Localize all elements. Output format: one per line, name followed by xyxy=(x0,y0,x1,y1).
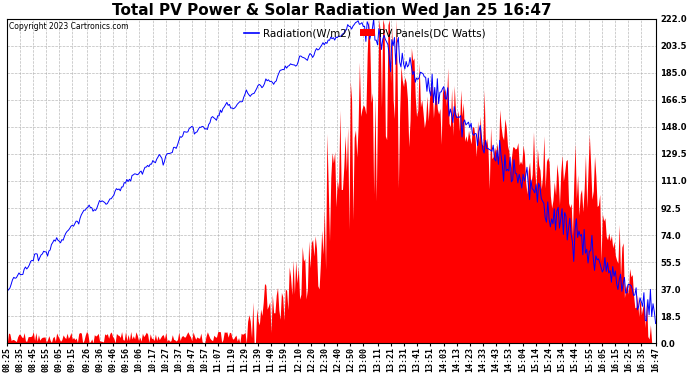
Legend: Radiation(W/m2), PV Panels(DC Watts): Radiation(W/m2), PV Panels(DC Watts) xyxy=(239,24,490,42)
Title: Total PV Power & Solar Radiation Wed Jan 25 16:47: Total PV Power & Solar Radiation Wed Jan… xyxy=(112,3,551,18)
Text: Copyright 2023 Cartronics.com: Copyright 2023 Cartronics.com xyxy=(8,22,128,31)
